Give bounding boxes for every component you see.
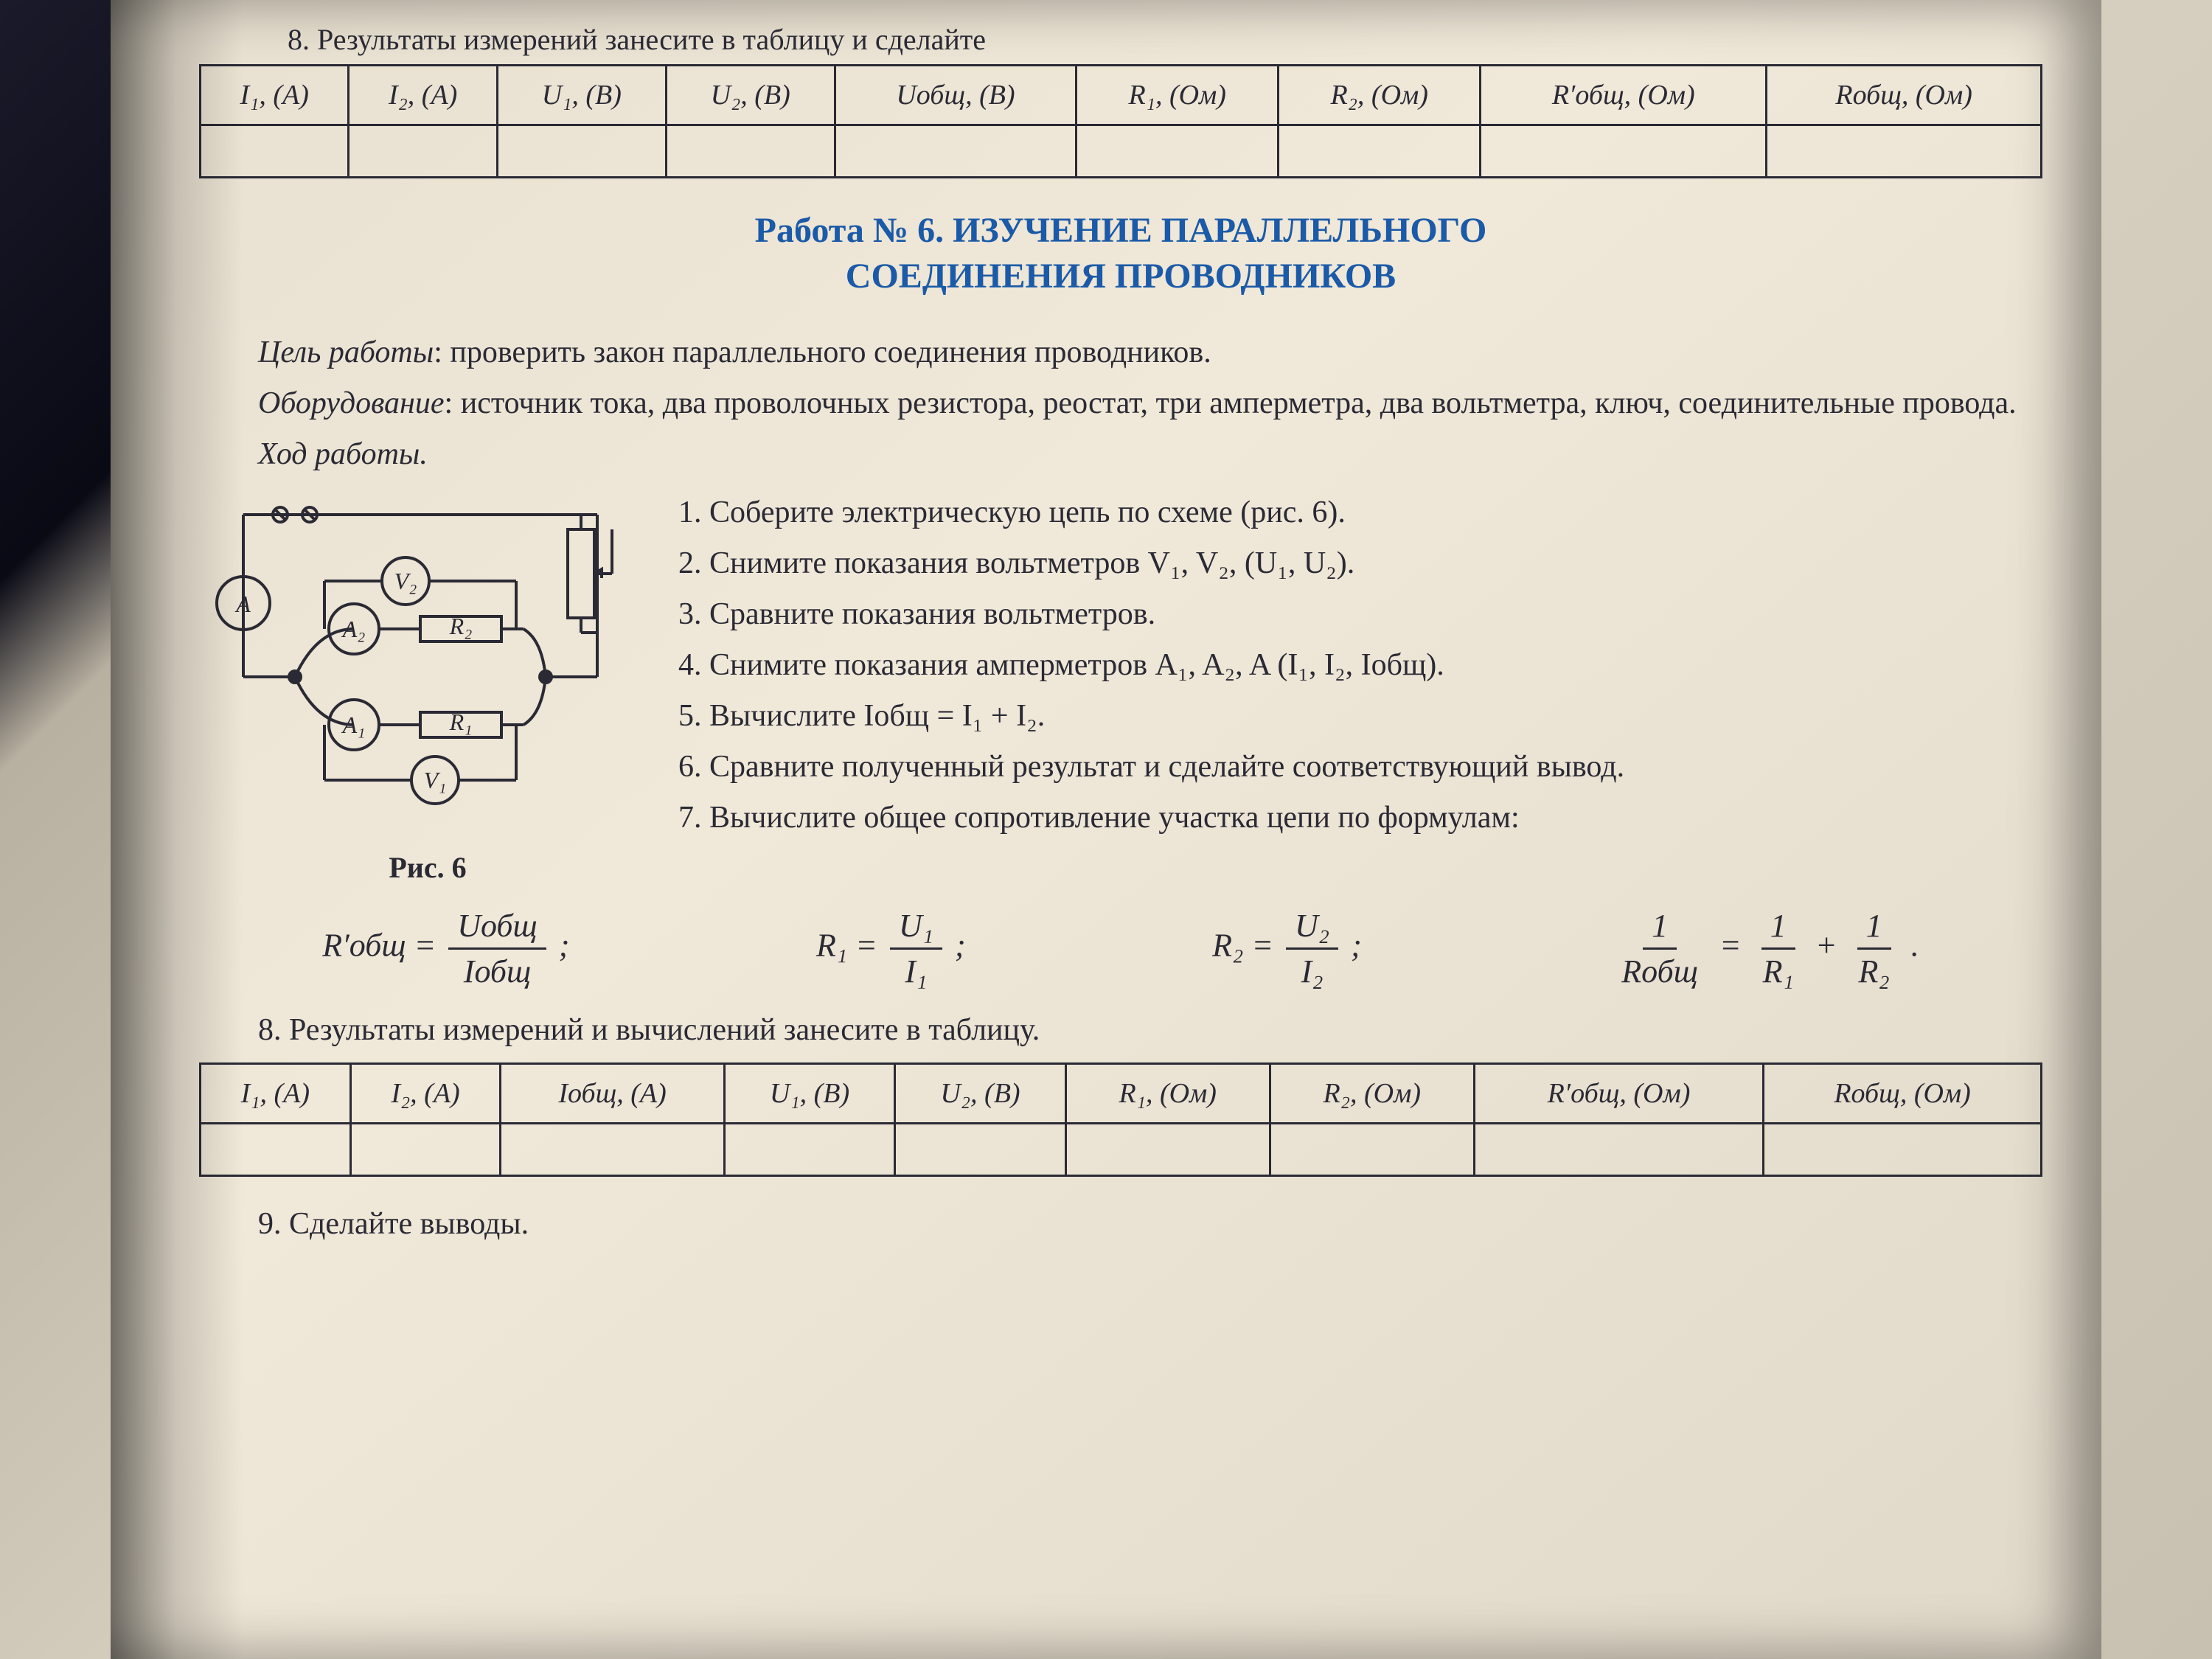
goal-text: : проверить закон параллельного соединен… bbox=[434, 335, 1211, 369]
f2-den: I₁ bbox=[896, 950, 936, 990]
f3-num: U₂ bbox=[1286, 907, 1338, 950]
step-3: 3. Сравните показания вольтметров. bbox=[678, 591, 2042, 638]
circuit-diagram: A A₂ R₂ V₂ bbox=[199, 485, 641, 839]
table-2-header-row: I₁, (A) I₂, (A) Iобщ, (A) U₁, (B) U₂, (B… bbox=[201, 1063, 2042, 1123]
step-6: 6. Сравните полученный результат и сдела… bbox=[678, 744, 2042, 790]
figure-caption: Рис. 6 bbox=[199, 850, 656, 885]
equipment-paragraph: Оборудование: источник тока, два проволо… bbox=[199, 380, 2042, 427]
th: U₂, (B) bbox=[895, 1063, 1065, 1123]
f2-lhs: R₁ bbox=[816, 927, 847, 963]
step-8: 8. Результаты измерений и вычислений зан… bbox=[199, 1012, 2042, 1048]
step-1: 1. Соберите электрическую цепь по схеме … bbox=[678, 490, 2042, 536]
voltmeter-V2-label: V₂ bbox=[394, 568, 417, 594]
resistor-R1-label: R₁ bbox=[449, 709, 473, 735]
hod-label: Ход работы. bbox=[199, 431, 2042, 478]
f3-lhs: R₂ bbox=[1212, 927, 1243, 963]
th: Uобщ, (B) bbox=[835, 66, 1077, 125]
f1-lhs: R′общ bbox=[322, 927, 406, 963]
table-1: I₁, (A) I₂, (A) U₁, (B) U₂, (B) Uобщ, (B… bbox=[199, 64, 2042, 178]
th: Iобщ, (A) bbox=[501, 1063, 724, 1123]
f4-r1num: 1 bbox=[1761, 907, 1795, 950]
figure-column: A A₂ R₂ V₂ bbox=[199, 485, 656, 885]
f4-lden: Rобщ bbox=[1613, 950, 1707, 990]
formula-2: R₁ = U₁I₁ ; bbox=[816, 907, 966, 990]
th: R₂, (Ом) bbox=[1279, 66, 1481, 125]
ammeter-A2-label: A₂ bbox=[341, 616, 366, 642]
step-4: 4. Снимите показания амперметров A₁, A₂,… bbox=[678, 642, 2042, 689]
step-7: 7. Вычислите общее сопротивление участка… bbox=[678, 795, 2042, 841]
th: R′общ, (Ом) bbox=[1474, 1063, 1763, 1123]
work-title: Работа № 6. ИЗУЧЕНИЕ ПАРАЛЛЕЛЬНОГО СОЕДИ… bbox=[199, 208, 2042, 300]
f4-r2num: 1 bbox=[1857, 907, 1891, 950]
goal-paragraph: Цель работы: проверить закон параллельно… bbox=[199, 330, 2042, 376]
ammeter-A-label: A bbox=[234, 591, 251, 617]
equip-text: : источник тока, два проволочных резисто… bbox=[445, 386, 2017, 420]
equip-label: Оборудование bbox=[258, 386, 445, 420]
voltmeter-V1-label: V₁ bbox=[424, 767, 447, 793]
goal-label: Цель работы bbox=[258, 335, 434, 369]
step-2: 2. Снимите показания вольтметров V₁, V₂,… bbox=[678, 540, 2042, 587]
step-9: 9. Сделайте выводы. bbox=[199, 1206, 2042, 1242]
formulas-row: R′общ = UобщIобщ ; R₁ = U₁I₁ ; R₂ = U₂I₂… bbox=[199, 907, 2042, 990]
title-line-2: СОЕДИНЕНИЯ ПРОВОДНИКОВ bbox=[846, 257, 1396, 296]
th: I₁, (A) bbox=[201, 66, 349, 125]
textbook-page: 8. Результаты измерений занесите в табли… bbox=[111, 0, 2101, 1659]
th: I₂, (A) bbox=[350, 1063, 501, 1123]
step-5: 5. Вычислите Iобщ = I₁ + I₂. bbox=[678, 693, 2042, 740]
table-1-data-row bbox=[201, 125, 2042, 178]
th: I₁, (A) bbox=[201, 1063, 351, 1123]
steps-and-figure: A A₂ R₂ V₂ bbox=[199, 485, 2042, 885]
formula-1: R′общ = UобщIобщ ; bbox=[322, 907, 569, 990]
th: Rобщ, (Ом) bbox=[1767, 66, 2042, 125]
f4-r2den: R₂ bbox=[1850, 950, 1899, 990]
th: I₂, (A) bbox=[349, 66, 497, 125]
formula-3: R₂ = U₂I₂ ; bbox=[1212, 907, 1362, 990]
resistor-R2-label: R₂ bbox=[449, 613, 473, 639]
th: R₁, (Ом) bbox=[1065, 1063, 1270, 1123]
f1-den: Iобщ bbox=[455, 950, 540, 990]
table-2: I₁, (A) I₂, (A) Iобщ, (A) U₁, (B) U₂, (B… bbox=[199, 1062, 2042, 1177]
title-line-1: Работа № 6. ИЗУЧЕНИЕ ПАРАЛЛЕЛЬНОГО bbox=[755, 211, 1487, 250]
f2-num: U₁ bbox=[890, 907, 942, 950]
prev-step-8: 8. Результаты измерений занесите в табли… bbox=[199, 22, 2042, 57]
ammeter-A1-label: A₁ bbox=[341, 712, 366, 738]
th: R₂, (Ом) bbox=[1270, 1063, 1474, 1123]
table-2-data-row bbox=[201, 1123, 2042, 1175]
formula-4: 1Rобщ = 1R₁ + 1R₂ . bbox=[1608, 907, 1919, 990]
th: R₁, (Ом) bbox=[1077, 66, 1279, 125]
f4-lnum: 1 bbox=[1643, 907, 1677, 950]
th: Rобщ, (Ом) bbox=[1764, 1063, 2042, 1123]
steps-column: 1. Соберите электрическую цепь по схеме … bbox=[678, 485, 2042, 846]
th: R′общ, (Ом) bbox=[1481, 66, 1767, 125]
table-1-header-row: I₁, (A) I₂, (A) U₁, (B) U₂, (B) Uобщ, (B… bbox=[201, 66, 2042, 125]
f4-r1den: R₁ bbox=[1754, 950, 1803, 990]
th: U₂, (B) bbox=[666, 66, 835, 125]
th: U₁, (B) bbox=[497, 66, 666, 125]
f1-num: Uобщ bbox=[448, 907, 546, 950]
th: U₁, (B) bbox=[724, 1063, 894, 1123]
f3-den: I₂ bbox=[1293, 950, 1332, 990]
